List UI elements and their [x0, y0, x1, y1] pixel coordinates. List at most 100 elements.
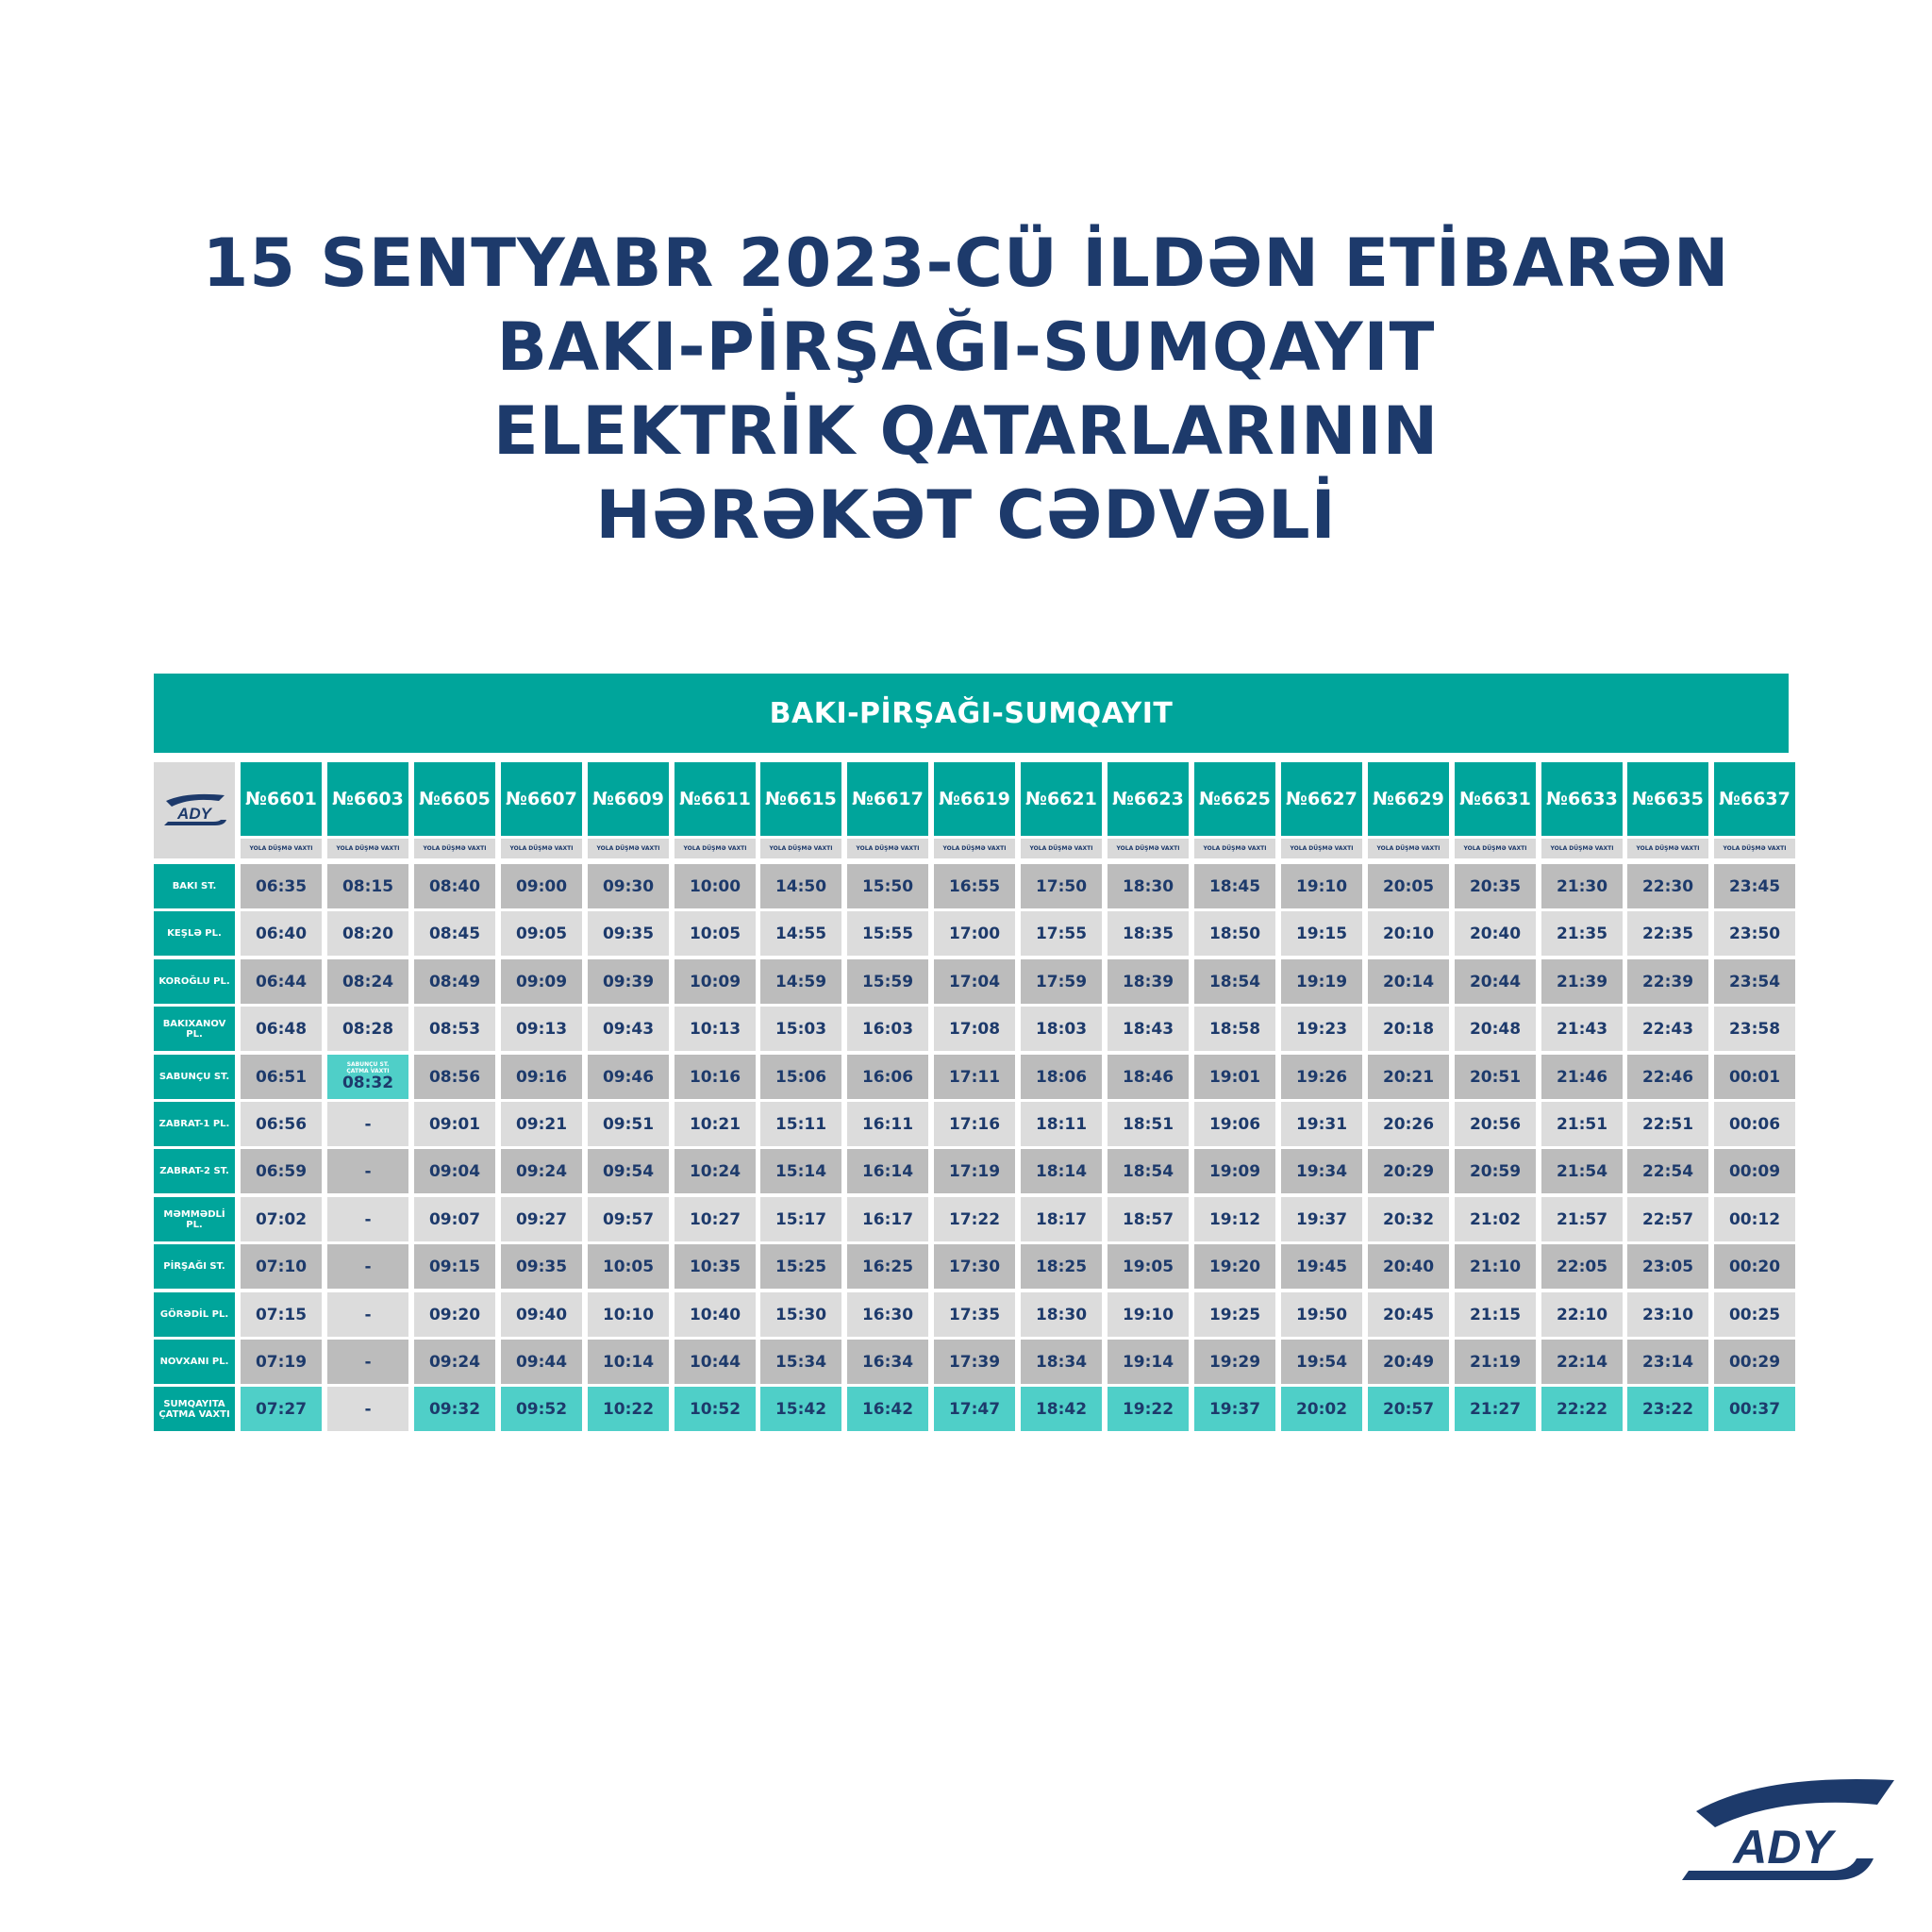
time-cell: 23:10: [1627, 1292, 1708, 1337]
time-cell: 21:43: [1541, 1007, 1623, 1051]
time-cell: 08:24: [327, 959, 408, 1004]
time-cell: 09:15: [414, 1244, 495, 1289]
time-cell: 19:09: [1194, 1149, 1275, 1193]
footer-logo-text: ADY: [1731, 1821, 1837, 1874]
title-line-1: 15 SENTYABR 2023-CÜ İLDƏN ETİBARƏN: [202, 225, 1730, 302]
table-row: NOVXANI PL. 07:19-09:24 09:44 10:14 10:44 15:…: [154, 1340, 1795, 1384]
time-cell: 18:35: [1108, 911, 1189, 956]
train-number-header: №6609: [588, 762, 669, 836]
ady-footer-logo-icon: ADY: [1682, 1778, 1894, 1880]
train-number-header: №6633: [1541, 762, 1623, 836]
time-cell: 15:34: [760, 1340, 841, 1384]
time-cell: 23:50: [1714, 911, 1795, 956]
time-cell: 19:10: [1108, 1292, 1189, 1337]
train-number-header: №6637: [1714, 762, 1795, 836]
station-name: SUMQAYITA ÇATMA VAXTI: [154, 1387, 235, 1431]
time-cell: 22:54: [1627, 1149, 1708, 1193]
time-cell: 18:30: [1108, 864, 1189, 908]
time-cell: 20:18: [1368, 1007, 1449, 1051]
time-cell: 21:02: [1455, 1197, 1536, 1241]
table-row: BAKIXANOV PL. 06:48 08:28 08:53 09:13 09:43 10…: [154, 1007, 1795, 1051]
time-cell: 09:01: [414, 1102, 495, 1146]
page-title: 15 SENTYABR 2023-CÜ İLDƏN ETİBARƏN BAKI-…: [0, 222, 1932, 558]
time-cell: 18:51: [1108, 1102, 1189, 1146]
time-cell: 18:17: [1021, 1197, 1102, 1241]
table-row: PİRŞAĞI ST. 07:10-09:15 09:35 10:05 10:35 15:…: [154, 1244, 1795, 1289]
time-cell: 19:25: [1194, 1292, 1275, 1337]
time-cell: 09:07: [414, 1197, 495, 1241]
time-cell: 16:42: [847, 1387, 928, 1431]
time-cell: -: [327, 1387, 408, 1431]
train-number-header: №6629: [1368, 762, 1449, 836]
time-cell: 15:11: [760, 1102, 841, 1146]
time-cell: 19:05: [1108, 1244, 1189, 1289]
time-cell: 00:20: [1714, 1244, 1795, 1289]
time-cell: 18:03: [1021, 1007, 1102, 1051]
time-cell: 07:02: [241, 1197, 322, 1241]
time-cell: 20:14: [1368, 959, 1449, 1004]
time-cell: 18:46: [1108, 1055, 1189, 1099]
time-cell: 00:09: [1714, 1149, 1795, 1193]
time-cell: 08:28: [327, 1007, 408, 1051]
time-cell: 20:49: [1368, 1340, 1449, 1384]
train-number-header: №6605: [414, 762, 495, 836]
time-cell: 21:39: [1541, 959, 1623, 1004]
time-cell: 20:40: [1368, 1244, 1449, 1289]
time-cell: 00:12: [1714, 1197, 1795, 1241]
time-cell: 19:31: [1281, 1102, 1362, 1146]
train-number-header: №6611: [675, 762, 756, 836]
time-cell: 09:30: [588, 864, 669, 908]
time-cell: 09:57: [588, 1197, 669, 1241]
time-cell: 10:35: [675, 1244, 756, 1289]
time-cell: 09:43: [588, 1007, 669, 1051]
time-cell: 00:29: [1714, 1340, 1795, 1384]
departure-subheader: YOLA DÜŞMƏ VAXTI: [588, 839, 669, 858]
departure-subheader: YOLA DÜŞMƏ VAXTI: [1194, 839, 1275, 858]
time-cell: 21:19: [1455, 1340, 1536, 1384]
time-cell: 22:51: [1627, 1102, 1708, 1146]
table-row: KOROĞLU PL. 06:44 08:24 08:49 09:09 09:39 10:0…: [154, 959, 1795, 1004]
title-line-2: BAKI-PİRŞAĞI-SUMQAYIT: [496, 308, 1436, 386]
time-cell: 16:25: [847, 1244, 928, 1289]
time-cell: 22:39: [1627, 959, 1708, 1004]
table-row: ZABRAT-1 PL. 06:56-09:01 09:21 09:51 10:21 15…: [154, 1102, 1795, 1146]
station-name: NOVXANI PL.: [154, 1340, 235, 1384]
title-line-4: HƏRƏKƏT CƏDVƏLİ: [595, 476, 1337, 554]
time-cell: 16:06: [847, 1055, 928, 1099]
time-cell: 07:10: [241, 1244, 322, 1289]
time-cell: 20:05: [1368, 864, 1449, 908]
ady-logo-icon: ADY: [164, 793, 226, 825]
time-cell: 18:58: [1194, 1007, 1275, 1051]
time-cell: 21:27: [1455, 1387, 1536, 1431]
departure-subheader: YOLA DÜŞMƏ VAXTI: [1368, 839, 1449, 858]
time-cell: 09:40: [501, 1292, 582, 1337]
time-cell: 22:57: [1627, 1197, 1708, 1241]
time-cell: -: [327, 1292, 408, 1337]
departure-subheader: YOLA DÜŞMƏ VAXTI: [1627, 839, 1708, 858]
train-number-header: №6603: [327, 762, 408, 836]
time-cell: 17:04: [934, 959, 1015, 1004]
time-cell: 20:02: [1281, 1387, 1362, 1431]
time-cell: 22:14: [1541, 1340, 1623, 1384]
time-cell: 00:25: [1714, 1292, 1795, 1337]
station-name: ZABRAT-1 PL.: [154, 1102, 235, 1146]
time-cell: 17:39: [934, 1340, 1015, 1384]
time-cell: 18:50: [1194, 911, 1275, 956]
time-cell: 10:13: [675, 1007, 756, 1051]
time-cell: 22:30: [1627, 864, 1708, 908]
table-row: SABUNÇU ST. 06:51 SABUNÇU ST. ÇATMA VAXTI 0…: [154, 1055, 1795, 1099]
time-cell: 20:44: [1455, 959, 1536, 1004]
time-cell: 10:00: [675, 864, 756, 908]
time-cell: 17:22: [934, 1197, 1015, 1241]
time-cell: 22:10: [1541, 1292, 1623, 1337]
time-cell: 06:51: [241, 1055, 322, 1099]
time-cell: 19:12: [1194, 1197, 1275, 1241]
time-cell: -: [327, 1244, 408, 1289]
time-cell: 10:24: [675, 1149, 756, 1193]
time-cell: 09:35: [588, 911, 669, 956]
time-cell: 15:30: [760, 1292, 841, 1337]
time-cell: 18:54: [1108, 1149, 1189, 1193]
station-name: ZABRAT-2 ST.: [154, 1149, 235, 1193]
time-cell: 18:42: [1021, 1387, 1102, 1431]
departure-subheader: YOLA DÜŞMƏ VAXTI: [501, 839, 582, 858]
